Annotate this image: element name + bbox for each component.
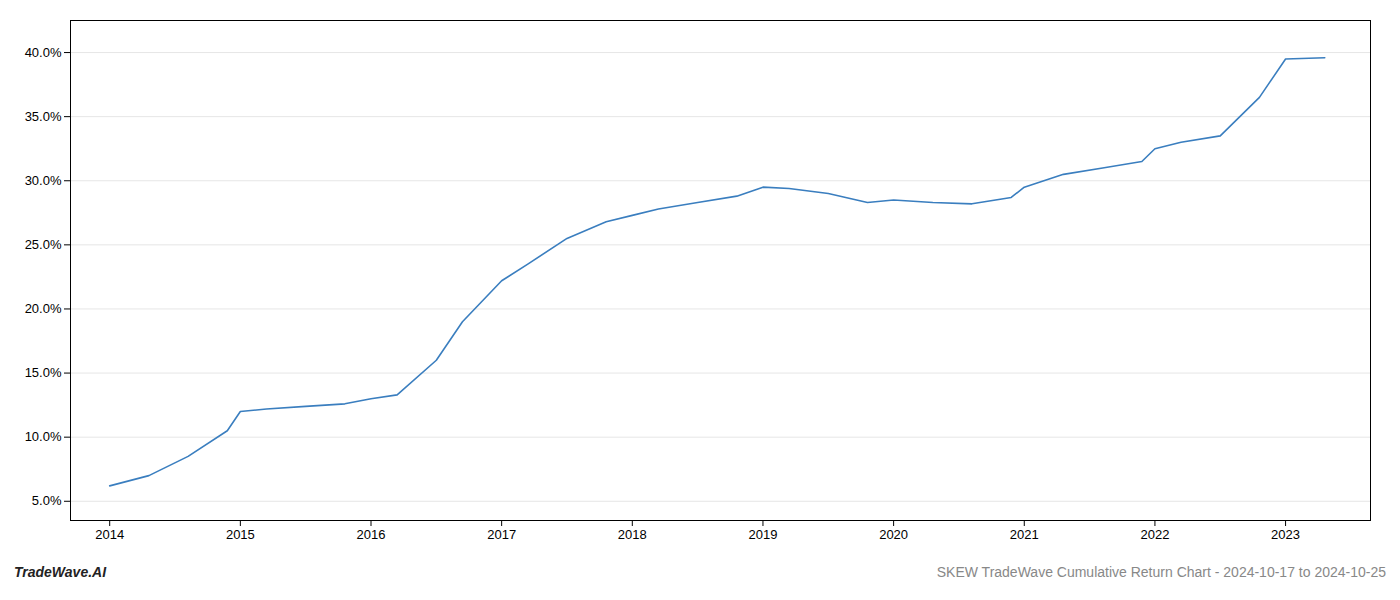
- svg-text:40.0%: 40.0%: [25, 45, 62, 60]
- svg-text:2016: 2016: [357, 527, 386, 542]
- svg-text:2014: 2014: [95, 527, 124, 542]
- svg-text:20.0%: 20.0%: [25, 301, 62, 316]
- svg-text:2021: 2021: [1010, 527, 1039, 542]
- svg-text:2020: 2020: [879, 527, 908, 542]
- svg-text:2018: 2018: [618, 527, 647, 542]
- svg-text:5.0%: 5.0%: [32, 493, 62, 508]
- svg-text:35.0%: 35.0%: [25, 109, 62, 124]
- svg-text:2019: 2019: [749, 527, 778, 542]
- svg-text:25.0%: 25.0%: [25, 237, 62, 252]
- svg-text:2023: 2023: [1271, 527, 1300, 542]
- html-text:SKEW TradeWave Cumulative Retu: SKEW TradeWave Cumulative Return Chart -…: [936, 564, 1386, 580]
- svg-text:2022: 2022: [1140, 527, 1169, 542]
- svg-text:10.0%: 10.0%: [25, 429, 62, 444]
- html-text:TradeWave.AI: TradeWave.AI: [14, 564, 107, 580]
- svg-text:15.0%: 15.0%: [25, 365, 62, 380]
- svg-text:2017: 2017: [487, 527, 516, 542]
- svg-text:30.0%: 30.0%: [25, 173, 62, 188]
- svg-text:2015: 2015: [226, 527, 255, 542]
